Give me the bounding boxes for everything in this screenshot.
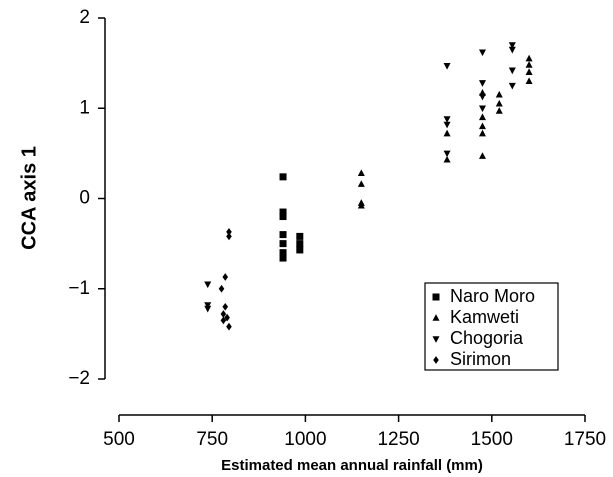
legend-label: Chogoria: [450, 328, 524, 348]
point: [220, 310, 227, 318]
point: [218, 284, 225, 293]
x-tick-label: 750: [196, 429, 228, 450]
point: [279, 173, 287, 181]
point: [279, 240, 287, 248]
y-axis-title: CCA axis 1: [18, 146, 40, 250]
y-tick-label: −2: [68, 368, 90, 389]
point: [279, 254, 287, 262]
point: [226, 322, 232, 331]
x-tick-label: 1000: [284, 429, 326, 450]
point: [478, 152, 486, 159]
point: [443, 63, 451, 70]
point: [279, 249, 287, 257]
point: [478, 113, 486, 121]
point: [478, 49, 486, 57]
point: [525, 68, 533, 75]
y-tick-label: −1: [68, 278, 90, 299]
point: [508, 42, 516, 49]
point: [224, 313, 230, 322]
point: [222, 273, 229, 281]
point: [226, 228, 232, 236]
y-tick-label: 2: [79, 7, 90, 28]
point: [357, 180, 365, 187]
y-tick-label: 0: [79, 188, 90, 209]
point: [357, 169, 365, 177]
point: [443, 129, 451, 137]
point: [443, 121, 451, 129]
point: [478, 80, 486, 87]
point: [525, 54, 533, 62]
point: [220, 316, 227, 325]
point: [296, 232, 304, 240]
legend-marker: [432, 336, 440, 343]
point: [296, 246, 304, 254]
y-tick-label: 1: [79, 97, 90, 118]
legend-marker: [432, 293, 440, 301]
legend-box: [424, 282, 559, 371]
point: [279, 231, 287, 239]
point: [204, 281, 212, 289]
point: [279, 213, 287, 221]
point: [495, 99, 503, 107]
legend-label: Sirimon: [450, 349, 511, 369]
point: [357, 201, 365, 209]
point: [508, 82, 516, 90]
legend-marker: [433, 356, 439, 364]
x-tick-label: 1500: [471, 429, 513, 450]
point: [443, 155, 451, 163]
point: [525, 61, 533, 68]
point: [478, 93, 486, 101]
point: [204, 305, 212, 313]
point: [495, 90, 503, 98]
point: [478, 122, 486, 130]
legend-label: Naro Moro: [450, 286, 535, 306]
point: [296, 240, 304, 248]
point: [478, 105, 486, 113]
point: [443, 116, 451, 123]
point: [204, 302, 212, 309]
x-axis-title: Estimated mean annual rainfall (mm): [221, 457, 483, 474]
legend-label: Kamweti: [450, 307, 519, 327]
point: [508, 46, 516, 54]
point: [495, 107, 503, 114]
point: [443, 150, 451, 158]
point: [222, 302, 229, 311]
legend-marker: [432, 314, 440, 321]
x-tick-label: 500: [103, 429, 135, 450]
point: [508, 67, 516, 75]
point: [226, 232, 232, 241]
x-tick-label: 1250: [377, 429, 419, 450]
point: [478, 129, 486, 137]
x-tick-label: 1750: [564, 429, 606, 450]
point: [525, 77, 533, 84]
